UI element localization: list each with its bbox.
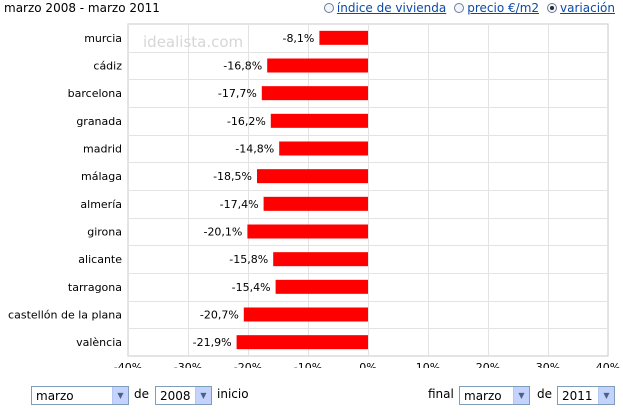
category-label: valència	[76, 336, 122, 349]
x-tick-label: -10%	[294, 361, 322, 368]
bar	[263, 196, 368, 211]
category-label: alicante	[78, 253, 122, 266]
data-label: -16,8%	[223, 60, 262, 73]
x-tick-label: 20%	[476, 361, 500, 368]
start-month-select[interactable]: marzo ▼	[31, 386, 129, 405]
bar	[236, 335, 368, 350]
final-label: final	[428, 387, 454, 401]
end-month-value: marzo	[464, 388, 502, 403]
x-tick-label: -30%	[174, 361, 202, 368]
option-precio-m2[interactable]: precio €/m2	[454, 1, 539, 15]
category-label: granada	[76, 115, 122, 128]
end-month-select[interactable]: marzo ▼	[459, 386, 530, 405]
view-options: índice de vivienda precio €/m2 variación	[323, 1, 615, 15]
x-tick-label: 10%	[416, 361, 440, 368]
bar	[261, 86, 368, 101]
category-label: madrid	[83, 143, 122, 156]
data-label: -20,7%	[200, 309, 239, 322]
inicio-label: inicio	[217, 387, 249, 401]
category-label: barcelona	[68, 87, 122, 100]
end-year-select[interactable]: 2011 ▼	[557, 386, 615, 405]
chart-title: marzo 2008 - marzo 2011	[4, 1, 160, 15]
chevron-down-icon[interactable]: ▼	[112, 387, 128, 404]
bar	[270, 113, 368, 128]
bar	[257, 169, 368, 184]
chevron-down-icon[interactable]: ▼	[195, 387, 211, 404]
x-tick-label: 40%	[596, 361, 620, 368]
radio-precio-icon[interactable]	[454, 3, 465, 13]
start-year-value: 2008	[160, 388, 191, 403]
category-label: tarragona	[68, 281, 122, 294]
watermark-logo: idealista.com	[143, 33, 243, 51]
end-year-value: 2011	[562, 388, 593, 403]
end-de-label: de	[537, 387, 552, 401]
radio-indice-icon[interactable]	[323, 3, 334, 13]
data-label: -16,2%	[227, 115, 266, 128]
category-label: girona	[87, 226, 122, 239]
option-variacion-label[interactable]: variación	[560, 1, 615, 15]
bar-chart: -40% -30% -20% -10% 0% 10% 20% 30% 40% idealista.…	[8, 23, 620, 368]
x-tick-label: -20%	[234, 361, 262, 368]
data-label: -21,9%	[193, 336, 232, 349]
data-label: -18,5%	[213, 170, 252, 183]
bar	[319, 30, 368, 45]
bar	[243, 307, 368, 322]
data-label: -15,4%	[232, 281, 271, 294]
start-year-select[interactable]: 2008 ▼	[155, 386, 212, 405]
chevron-down-icon[interactable]: ▼	[598, 387, 614, 404]
date-controls: marzo ▼ de 2008 ▼ inicio final marzo ▼ d…	[0, 384, 623, 408]
start-month-value: marzo	[36, 388, 74, 403]
category-label: castellón de la plana	[8, 309, 122, 322]
data-label: -8,1%	[282, 32, 314, 45]
data-label: -17,4%	[220, 198, 259, 211]
bar	[247, 224, 368, 239]
option-indice-label[interactable]: índice de vivienda	[336, 1, 447, 15]
chevron-down-icon[interactable]: ▼	[513, 387, 529, 404]
bar	[279, 141, 368, 156]
radio-variacion-icon[interactable]	[547, 3, 558, 13]
bar	[267, 58, 368, 73]
category-label: málaga	[81, 170, 122, 183]
category-label: cádiz	[93, 60, 122, 73]
category-label: almería	[80, 198, 122, 211]
x-tick-label: 30%	[536, 361, 560, 368]
bar	[275, 279, 368, 294]
option-precio-label[interactable]: precio €/m2	[467, 1, 540, 15]
option-variacion[interactable]: variación	[547, 1, 615, 15]
x-tick-label: 0%	[359, 361, 376, 368]
x-tick-label: -40%	[114, 361, 142, 368]
data-label: -14,8%	[235, 143, 274, 156]
bar	[273, 252, 368, 267]
data-label: -20,1%	[203, 226, 242, 239]
category-label: murcia	[84, 32, 122, 45]
data-label: -15,8%	[229, 253, 268, 266]
start-de-label: de	[134, 387, 149, 401]
option-indice-vivienda[interactable]: índice de vivienda	[323, 1, 447, 15]
data-label: -17,7%	[218, 87, 257, 100]
